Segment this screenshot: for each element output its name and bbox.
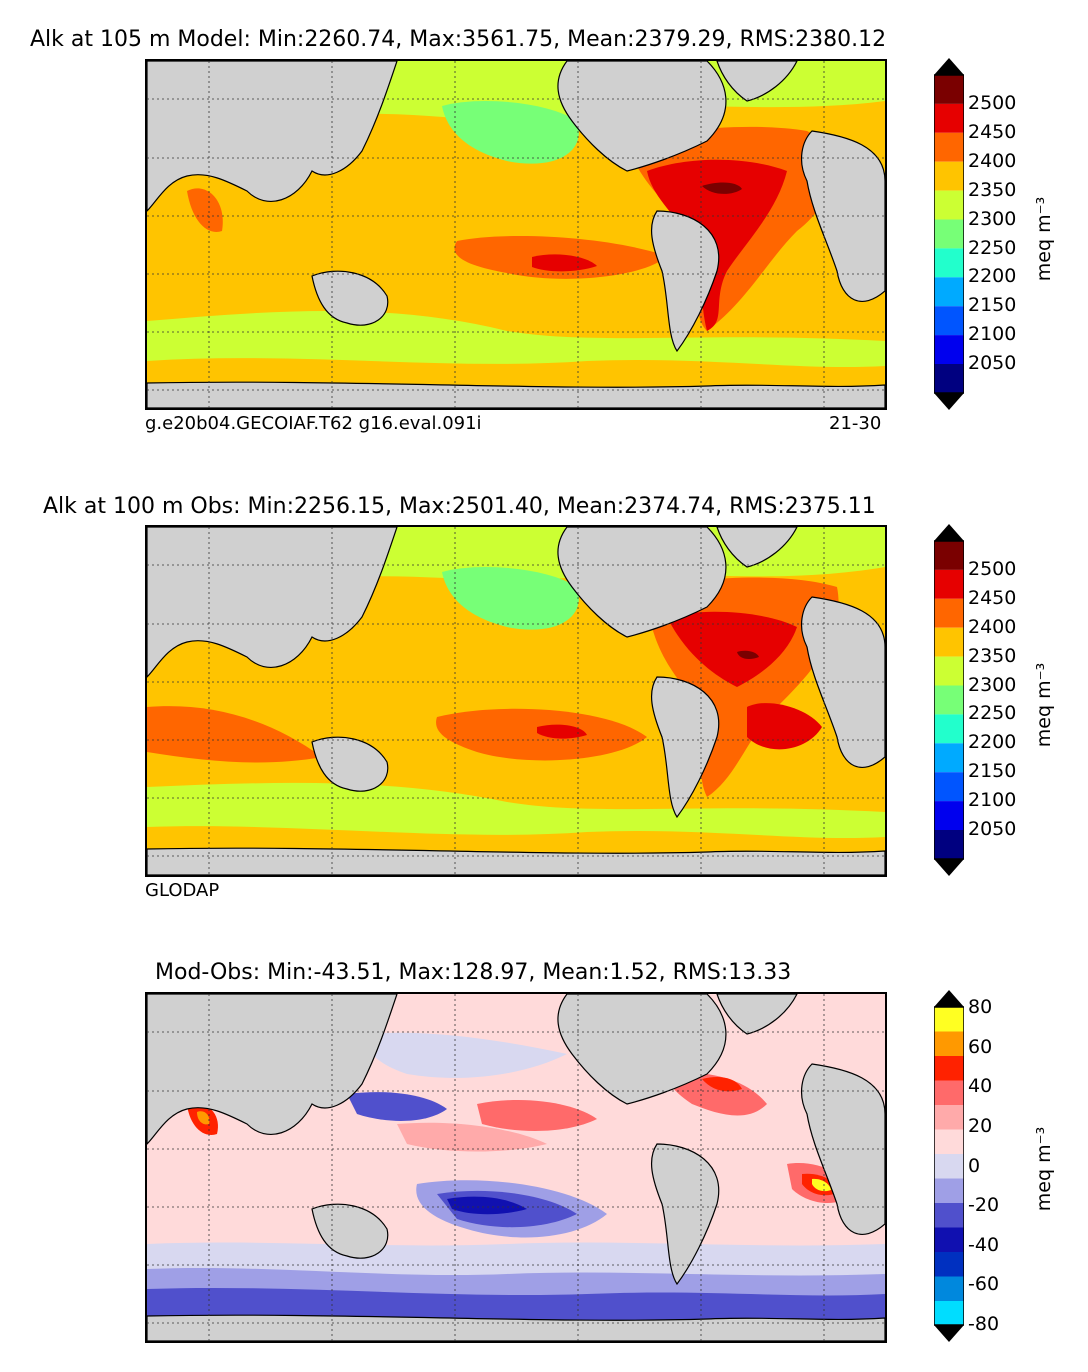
panel-1-colorbar — [934, 58, 964, 410]
panel-1-title: Alk at 105 m Model: Min:2260.74, Max:356… — [30, 27, 887, 52]
panel-3-map — [145, 992, 887, 1343]
panel-2-tick: 2150 — [968, 760, 1017, 782]
panel-1-tick: 2500 — [968, 92, 1017, 114]
panel-1-map — [145, 59, 887, 410]
panel-2-colorbar-unit: meq m⁻³ — [1033, 662, 1056, 748]
panel-1-tick: 2200 — [968, 265, 1017, 287]
panel-3-tick: 40 — [968, 1075, 993, 1097]
panel-3-tick: 60 — [968, 1036, 993, 1058]
panel-3-tick: 0 — [968, 1155, 981, 1177]
panel-3-tick: -40 — [968, 1234, 1000, 1256]
panel-1-right-label: 21-30 — [829, 413, 882, 434]
panel-1-left-label: g.e20b04.GECOIAF.T62 g16.eval.091i — [145, 413, 482, 434]
panel-3-tick: -20 — [968, 1194, 1000, 1216]
panel-1-tick: 2050 — [968, 352, 1017, 374]
panel-2-tick: 2300 — [968, 674, 1017, 696]
panel-1-colorbar-unit: meq m⁻³ — [1033, 196, 1056, 282]
panel-3-tick: -60 — [968, 1273, 1000, 1295]
panel-2-tick: 2250 — [968, 702, 1017, 724]
panel-2-tick: 2400 — [968, 616, 1017, 638]
panel-1-tick: 2250 — [968, 237, 1017, 259]
panel-2-tick: 2200 — [968, 731, 1017, 753]
panel-3-colorbar — [934, 990, 964, 1342]
panel-3-colorbar-unit: meq m⁻³ — [1033, 1126, 1056, 1212]
panel-1-tick: 2150 — [968, 294, 1017, 316]
panel-2-title: Alk at 100 m Obs: Min:2256.15, Max:2501.… — [43, 494, 876, 519]
panel-1-tick: 2300 — [968, 208, 1017, 230]
panel-3-tick: -80 — [968, 1313, 1000, 1335]
panel-2-tick: 2450 — [968, 587, 1017, 609]
panel-1-tick: 2350 — [968, 179, 1017, 201]
panel-1-tick: 2450 — [968, 121, 1017, 143]
panel-2-tick: 2050 — [968, 818, 1017, 840]
panel-3-tick: 80 — [968, 996, 993, 1018]
panel-2-colorbar — [934, 524, 964, 876]
panel-3-title: Mod-Obs: Min:-43.51, Max:128.97, Mean:1.… — [155, 960, 792, 985]
panel-1-tick: 2400 — [968, 150, 1017, 172]
panel-2-tick: 2100 — [968, 789, 1017, 811]
panel-2-map — [145, 525, 887, 877]
panel-2-tick: 2350 — [968, 645, 1017, 667]
panel-2-tick: 2500 — [968, 558, 1017, 580]
panel-1-tick: 2100 — [968, 323, 1017, 345]
panel-2-left-label: GLODAP — [145, 880, 220, 901]
panel-3-tick: 20 — [968, 1115, 993, 1137]
